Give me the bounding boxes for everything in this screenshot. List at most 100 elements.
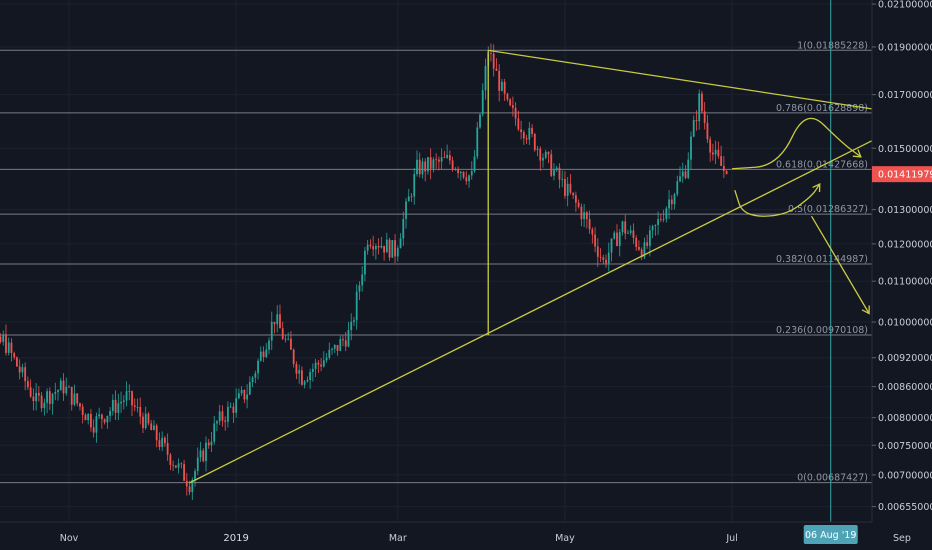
arrow-head (852, 149, 862, 158)
candle-body (131, 391, 133, 406)
candle-body (618, 232, 621, 247)
candle-body (465, 177, 468, 182)
candle-body (720, 156, 723, 166)
candle-body (517, 118, 520, 130)
candle-body (347, 330, 350, 347)
candle-body (51, 393, 54, 404)
candle-body (311, 368, 314, 373)
candle-body (265, 349, 268, 358)
candle-body (695, 120, 698, 122)
candle-body (177, 463, 180, 468)
candle-body (572, 192, 575, 196)
candle-body (142, 416, 144, 429)
price-tick-label: 0.00920000 (878, 353, 932, 364)
candle-body (292, 349, 295, 365)
candle-body (237, 393, 240, 399)
current-price-label: 0.01411979 (878, 170, 932, 181)
candle-body (679, 176, 681, 182)
candle-body (290, 338, 292, 350)
candle-body (309, 372, 312, 381)
candle-body (221, 411, 224, 421)
candle-body (284, 338, 287, 340)
price-tick-label: 0.00700000 (878, 470, 932, 481)
candle-body (558, 167, 561, 180)
candle-body (533, 134, 536, 150)
candle-body (191, 479, 194, 493)
candle-body (21, 367, 24, 373)
candle-body (501, 81, 503, 91)
candle-body (391, 240, 394, 258)
price-tick-label: 0.00655000 (878, 502, 932, 513)
candle-body (514, 107, 517, 119)
time-axis[interactable]: Nov2019MarMayJulSepNov2020MarMay06 Aug '… (0, 521, 932, 550)
candle-body (701, 93, 703, 112)
candle-body (194, 471, 196, 480)
candle-body (70, 386, 73, 405)
candle-body (613, 232, 616, 239)
candle-body (59, 380, 62, 391)
candlestick-series (0, 43, 728, 500)
candle-body (566, 183, 569, 196)
candle-body (553, 170, 555, 176)
candle-body (692, 120, 695, 137)
current-price-tag (872, 166, 932, 183)
price-axis[interactable]: 0.02100000 0.01900000 0.01700000 0.01500000… (871, 0, 932, 550)
candle-body (657, 219, 659, 225)
candle-body (5, 334, 7, 353)
candle-body (432, 159, 435, 169)
upper-trendline (488, 49, 897, 114)
candle-body (95, 416, 98, 433)
candle-body (596, 246, 599, 257)
candle-body (35, 392, 38, 402)
candle-body (725, 170, 728, 175)
price-tick-label: 0.00800000 (878, 413, 932, 424)
candle-body (29, 387, 32, 397)
candle-body (196, 457, 199, 472)
candle-body (76, 393, 79, 404)
candle-body (336, 344, 339, 351)
candle-body (287, 338, 290, 340)
candle-body (416, 159, 418, 175)
price-tick-label: 0.01700000 (878, 90, 932, 101)
candle-body (122, 400, 125, 402)
candle-body (342, 339, 344, 341)
candle-body (585, 212, 588, 220)
candle-body (65, 386, 68, 394)
candle-body (629, 230, 632, 233)
candle-body (270, 321, 273, 341)
price-tick-label: 0.01100000 (878, 277, 932, 288)
candle-body (322, 360, 325, 367)
candle-body (525, 138, 528, 140)
time-tick-label: Nov (60, 533, 79, 544)
candle-body (372, 246, 375, 250)
fib-level-label: 0.618(0.01427668) (776, 159, 868, 170)
candle-body (418, 159, 421, 175)
candle-body (602, 257, 605, 260)
candle-body (457, 169, 459, 174)
candle-body (665, 208, 668, 219)
candle-body (385, 239, 388, 253)
price-tick-label: 0.01200000 (878, 239, 932, 250)
candle-body (435, 159, 438, 161)
candle-body (374, 245, 377, 250)
candle-body (117, 403, 120, 413)
candle-body (10, 342, 13, 354)
candle-body (440, 157, 443, 162)
candle-body (643, 242, 646, 258)
candle-body (479, 114, 481, 128)
candle-body (350, 321, 353, 331)
candle-body (37, 392, 40, 396)
candle-body (684, 171, 687, 178)
time-tick-label: May (555, 533, 575, 544)
candle-body (399, 238, 402, 249)
candle-body (202, 450, 205, 462)
candle-body (484, 66, 487, 91)
candle-body (396, 248, 399, 257)
candle-body (673, 194, 676, 205)
candle-body (62, 380, 65, 394)
candle-body (281, 328, 284, 340)
candle-body (73, 393, 76, 405)
candle-body (709, 139, 712, 153)
candle-body (48, 391, 51, 404)
